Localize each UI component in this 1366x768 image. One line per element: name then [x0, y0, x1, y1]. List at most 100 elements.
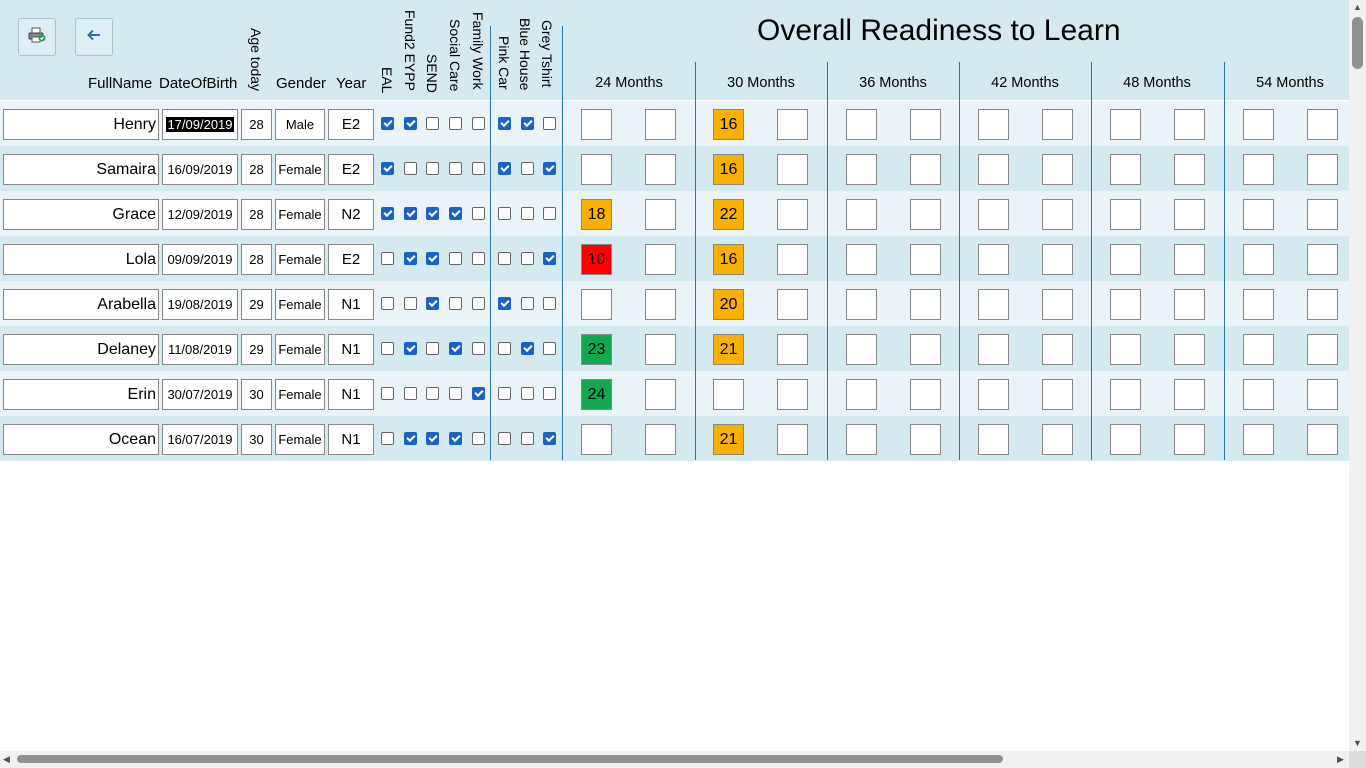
score-box[interactable]	[1174, 334, 1205, 365]
send-checkbox[interactable]	[426, 342, 439, 355]
score-box[interactable]	[910, 379, 941, 410]
gender-field[interactable]: Female	[275, 199, 325, 230]
social-care-checkbox[interactable]	[449, 342, 462, 355]
fund2-eypp-checkbox[interactable]	[404, 162, 417, 175]
score-box[interactable]	[978, 244, 1009, 275]
dob-field[interactable]: 30/07/2019	[162, 379, 238, 410]
family-work-checkbox[interactable]	[472, 342, 485, 355]
year-field[interactable]: E2	[328, 154, 374, 185]
family-work-checkbox[interactable]	[472, 297, 485, 310]
score-box[interactable]	[846, 244, 877, 275]
score-box[interactable]	[978, 424, 1009, 455]
year-field[interactable]: N2	[328, 199, 374, 230]
score-box[interactable]	[777, 334, 808, 365]
score-box[interactable]	[777, 109, 808, 140]
grey-tshirt-checkbox[interactable]	[543, 297, 556, 310]
fund2-eypp-checkbox[interactable]	[404, 297, 417, 310]
fullname-field[interactable]: Arabella	[3, 289, 159, 320]
score-box[interactable]	[846, 109, 877, 140]
score-box[interactable]	[581, 424, 612, 455]
score-box[interactable]: 23	[581, 334, 612, 365]
fullname-field[interactable]: Ocean	[3, 424, 159, 455]
score-box[interactable]	[1307, 199, 1338, 230]
score-box[interactable]	[1307, 244, 1338, 275]
send-checkbox[interactable]	[426, 207, 439, 220]
fund2-eypp-checkbox[interactable]	[404, 342, 417, 355]
score-box[interactable]	[1042, 289, 1073, 320]
blue-house-checkbox[interactable]	[521, 342, 534, 355]
send-checkbox[interactable]	[426, 117, 439, 130]
score-box[interactable]	[1042, 109, 1073, 140]
eal-checkbox[interactable]	[381, 207, 394, 220]
score-box[interactable]	[846, 154, 877, 185]
vertical-scrollbar[interactable]: ▲ ▼	[1349, 0, 1366, 751]
score-box[interactable]	[846, 334, 877, 365]
score-box[interactable]	[1174, 289, 1205, 320]
pink-car-checkbox[interactable]	[498, 342, 511, 355]
score-box[interactable]	[1174, 244, 1205, 275]
score-box[interactable]	[645, 154, 676, 185]
score-box[interactable]	[910, 154, 941, 185]
score-box[interactable]	[1042, 199, 1073, 230]
grey-tshirt-checkbox[interactable]	[543, 207, 556, 220]
score-box[interactable]	[581, 154, 612, 185]
score-box[interactable]	[1243, 244, 1274, 275]
pink-car-checkbox[interactable]	[498, 162, 511, 175]
horizontal-scrollbar[interactable]: ◀ ▶	[0, 751, 1349, 768]
grey-tshirt-checkbox[interactable]	[543, 252, 556, 265]
gender-field[interactable]: Female	[275, 379, 325, 410]
score-box[interactable]	[1042, 379, 1073, 410]
fund2-eypp-checkbox[interactable]	[404, 207, 417, 220]
eal-checkbox[interactable]	[381, 252, 394, 265]
pink-car-checkbox[interactable]	[498, 252, 511, 265]
score-box[interactable]	[910, 109, 941, 140]
blue-house-checkbox[interactable]	[521, 297, 534, 310]
score-box[interactable]	[846, 379, 877, 410]
score-box[interactable]	[978, 289, 1009, 320]
pink-car-checkbox[interactable]	[498, 387, 511, 400]
eal-checkbox[interactable]	[381, 297, 394, 310]
score-box[interactable]	[846, 199, 877, 230]
blue-house-checkbox[interactable]	[521, 252, 534, 265]
dob-field[interactable]: 16/09/2019	[162, 154, 238, 185]
grey-tshirt-checkbox[interactable]	[543, 342, 556, 355]
score-box[interactable]	[1042, 244, 1073, 275]
gender-field[interactable]: Female	[275, 424, 325, 455]
score-box[interactable]	[910, 424, 941, 455]
score-box[interactable]	[777, 424, 808, 455]
score-box[interactable]	[1110, 199, 1141, 230]
year-field[interactable]: N1	[328, 334, 374, 365]
score-box[interactable]	[713, 379, 744, 410]
score-box[interactable]	[645, 244, 676, 275]
year-field[interactable]: N1	[328, 424, 374, 455]
score-box[interactable]	[910, 334, 941, 365]
score-box[interactable]	[978, 154, 1009, 185]
score-box[interactable]	[777, 199, 808, 230]
score-box[interactable]	[1174, 109, 1205, 140]
year-field[interactable]: N1	[328, 289, 374, 320]
scroll-right-icon[interactable]: ▶	[1337, 754, 1344, 764]
score-box[interactable]	[1174, 154, 1205, 185]
score-box[interactable]	[1174, 424, 1205, 455]
eal-checkbox[interactable]	[381, 432, 394, 445]
score-box[interactable]	[1307, 334, 1338, 365]
horizontal-scroll-thumb[interactable]	[17, 755, 1003, 763]
social-care-checkbox[interactable]	[449, 162, 462, 175]
pink-car-checkbox[interactable]	[498, 432, 511, 445]
fund2-eypp-checkbox[interactable]	[404, 252, 417, 265]
eal-checkbox[interactable]	[381, 117, 394, 130]
dob-field[interactable]: 09/09/2019	[162, 244, 238, 275]
score-box[interactable]: 24	[581, 379, 612, 410]
age-field[interactable]: 29	[241, 289, 272, 320]
score-box[interactable]: 10	[581, 244, 612, 275]
send-checkbox[interactable]	[426, 297, 439, 310]
score-box[interactable]	[645, 334, 676, 365]
score-box[interactable]	[1110, 109, 1141, 140]
score-box[interactable]	[1110, 289, 1141, 320]
score-box[interactable]	[777, 244, 808, 275]
score-box[interactable]: 18	[581, 199, 612, 230]
score-box[interactable]	[978, 379, 1009, 410]
score-box[interactable]	[1110, 244, 1141, 275]
score-box[interactable]	[1110, 334, 1141, 365]
score-box[interactable]	[1243, 199, 1274, 230]
